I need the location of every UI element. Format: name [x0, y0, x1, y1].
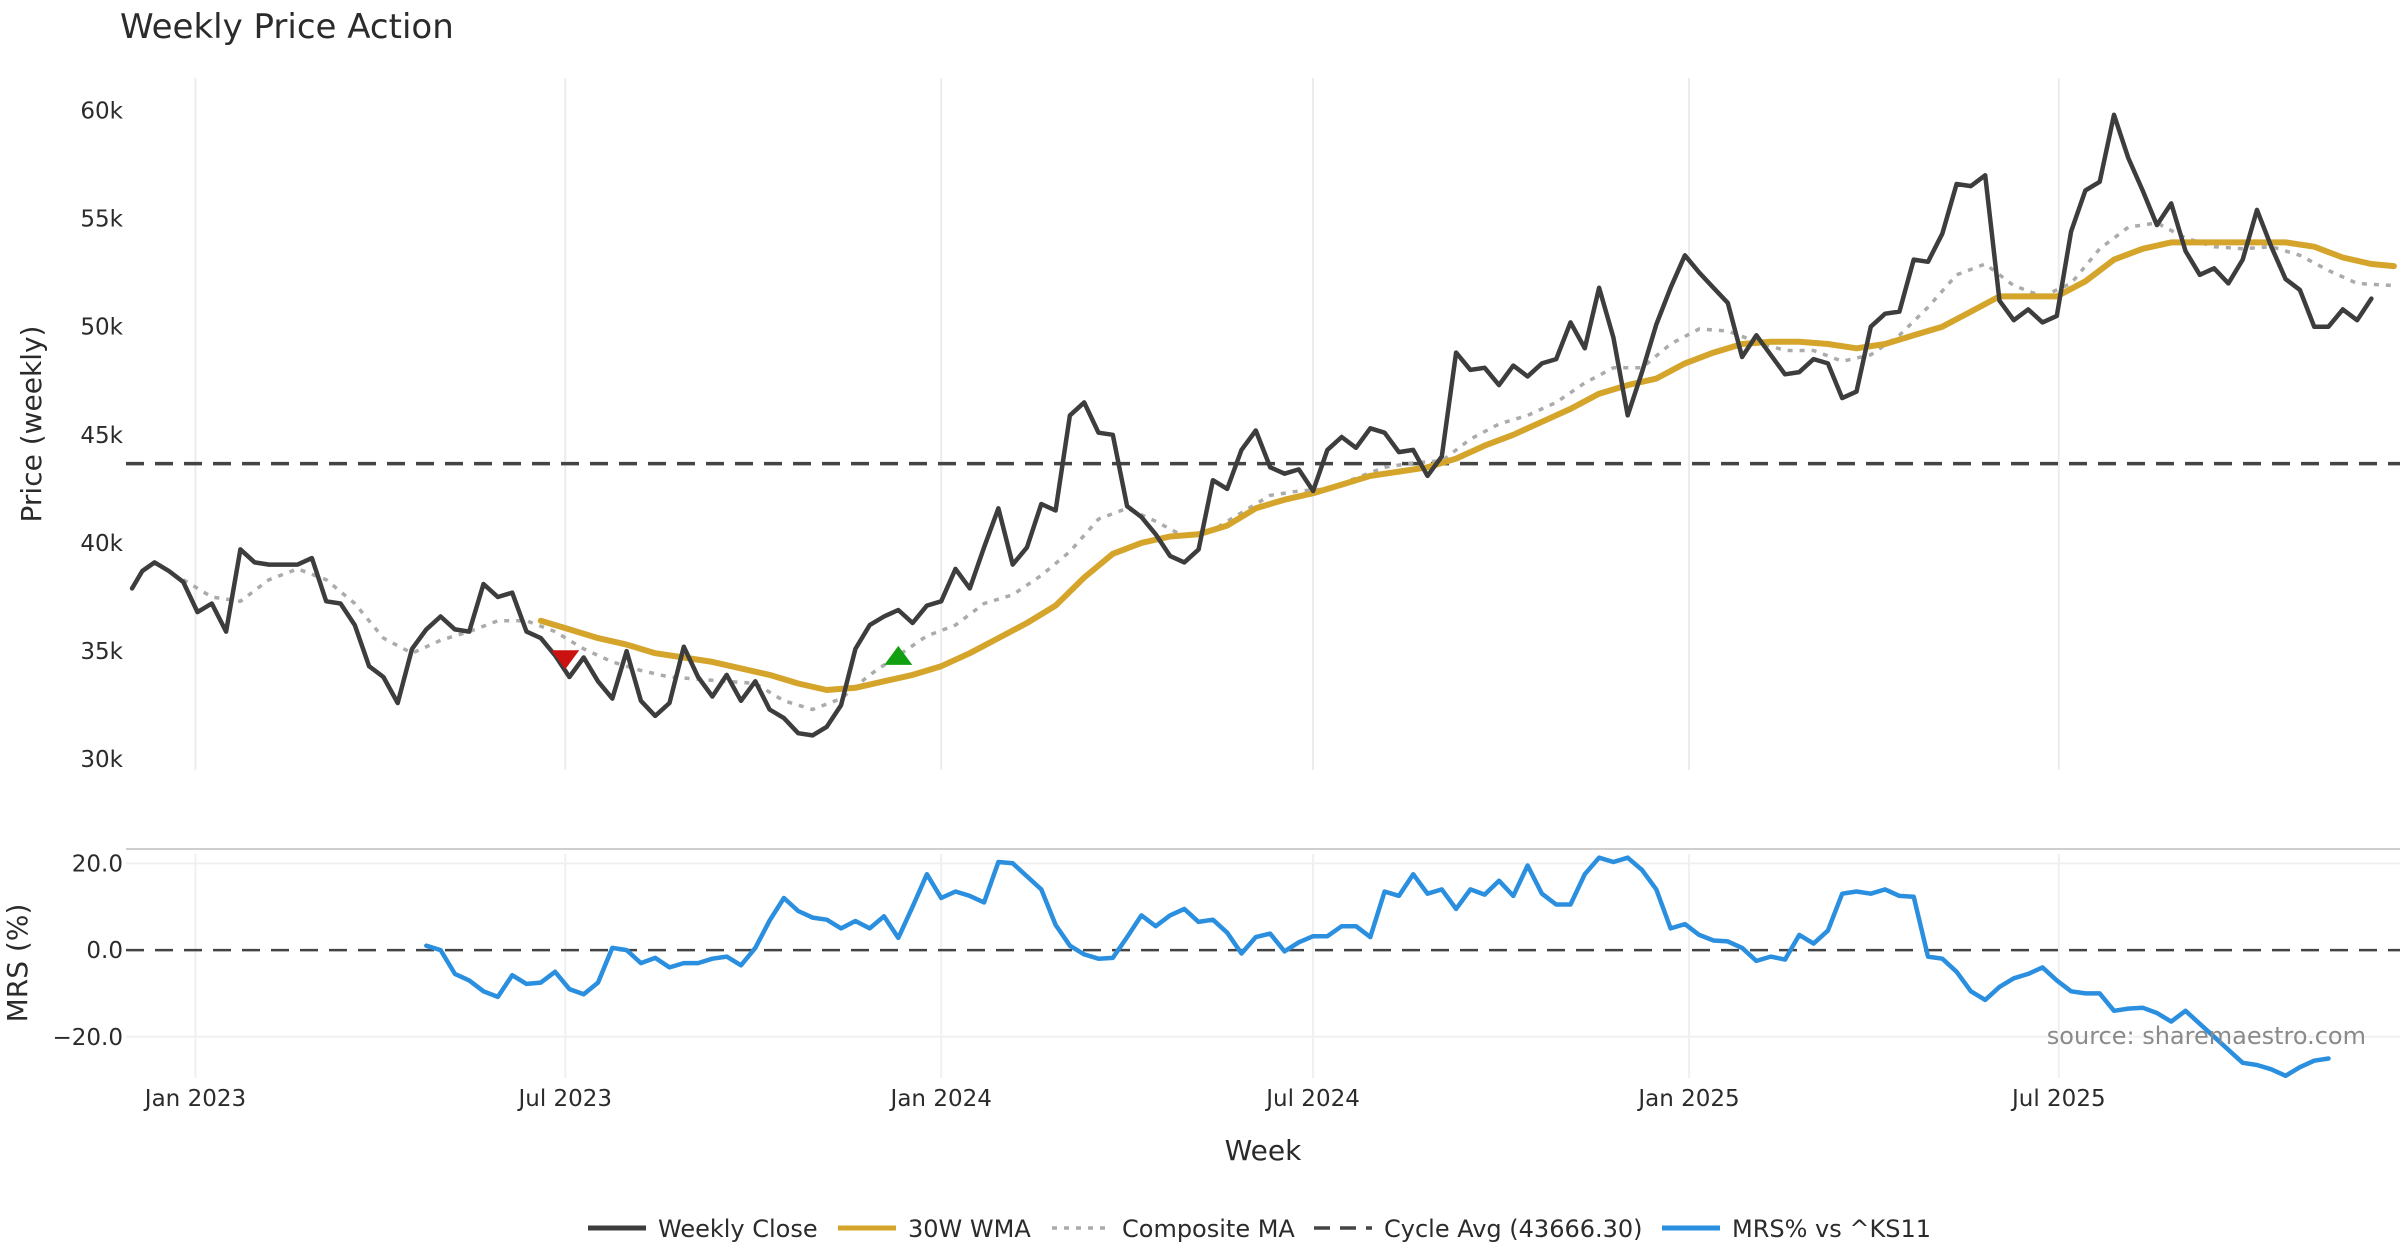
price-y-axis-title: Price (weekly): [15, 326, 48, 523]
legend-label-cycle-avg-43666-30: Cycle Avg (43666.30): [1384, 1215, 1643, 1243]
mrs-series: [126, 855, 2400, 1078]
price-series: [126, 112, 2400, 738]
x-tick-label: Jan 2025: [1636, 1086, 1739, 1112]
legend-label-composite-ma: Composite MA: [1122, 1215, 1295, 1243]
legend: Weekly Close 30W WMA Composite MA Cycle Avg…: [588, 1215, 1931, 1243]
mrs-y-axis: 20.0 0.0 −20.0: [53, 851, 123, 1050]
signal-markers: [551, 645, 913, 670]
x-axis-title: Week: [1225, 1134, 1302, 1167]
chart-title: Weekly Price Action: [120, 7, 454, 47]
series-line-weekly-close: [129, 112, 2374, 738]
price-grid: [194, 78, 2060, 770]
x-tick-label: Jul 2024: [1264, 1086, 1360, 1112]
price-y-tick-label: 40k: [80, 531, 123, 557]
x-axis: Jan 2023 Jul 2023 Jan 2024 Jul 2024 Jan 2025…: [143, 1086, 2106, 1112]
legend-label-30w-wma: 30W WMA: [908, 1215, 1031, 1243]
series-line-composite-ma: [182, 221, 2395, 712]
x-tick-label: Jan 2023: [143, 1086, 246, 1112]
price-y-axis: 30k 35k 40k 45k 50k 55k 60k: [80, 98, 123, 773]
sell-signal-marker: [551, 650, 580, 670]
x-tick-label: Jan 2024: [889, 1086, 992, 1112]
price-y-tick-label: 45k: [80, 423, 123, 449]
price-y-tick-label: 30k: [80, 747, 123, 773]
mrs-y-tick-label: 0.0: [86, 938, 123, 964]
price-y-tick-label: 35k: [80, 639, 123, 665]
mrs-grid: [126, 854, 2400, 1078]
mrs-y-tick-label: −20.0: [53, 1025, 123, 1051]
legend-label-mrs-vs-ks11: MRS% vs ^KS11: [1732, 1215, 1931, 1243]
mrs-y-axis-title: MRS (%): [1, 904, 34, 1023]
legend-label-weekly-close: Weekly Close: [658, 1215, 818, 1243]
source-note: source: sharemaestro.com: [2047, 1022, 2366, 1050]
x-tick-label: Jul 2025: [2010, 1086, 2106, 1112]
buy-signal-marker: [884, 645, 913, 665]
series-line-mrs-vs-ks11: [424, 855, 2331, 1078]
x-tick-label: Jul 2023: [516, 1086, 612, 1112]
price-y-tick-label: 60k: [80, 98, 123, 124]
mrs-y-tick-label: 20.0: [72, 851, 123, 877]
price-y-tick-label: 50k: [80, 315, 123, 341]
price-y-tick-label: 55k: [80, 207, 123, 233]
series-line-30w-wma: [537, 239, 2397, 693]
